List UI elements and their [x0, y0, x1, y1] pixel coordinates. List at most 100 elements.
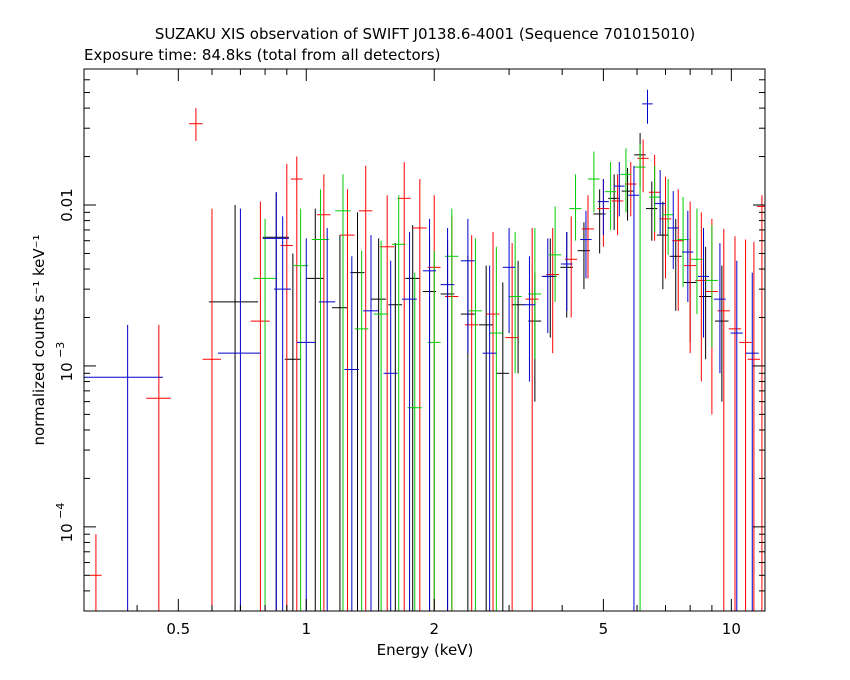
- data-point: [335, 174, 351, 611]
- data-point: [667, 191, 679, 270]
- data-point: [405, 225, 420, 611]
- data-point: [354, 250, 369, 611]
- x-tick-label: 1: [301, 620, 311, 638]
- x-tick-label: 2: [429, 620, 439, 638]
- data-point: [90, 534, 102, 611]
- series-3: [84, 89, 759, 611]
- y-tick-label-base: 10: [58, 523, 76, 542]
- data-point: [358, 165, 373, 611]
- data-point: [672, 189, 685, 311]
- data-point: [705, 225, 718, 348]
- data-point: [344, 256, 359, 611]
- data-point: [460, 218, 475, 354]
- x-tick-label: 5: [599, 620, 609, 638]
- data-point: [621, 167, 634, 221]
- x-tick-label: 10: [722, 620, 741, 638]
- data-point: [479, 265, 494, 611]
- data-point: [654, 170, 666, 236]
- data-point: [523, 256, 536, 382]
- y-tick-label-base: 10: [58, 362, 76, 381]
- data-point: [637, 139, 649, 193]
- y-tick-label-exponent: −3: [54, 342, 67, 358]
- data-point: [669, 218, 682, 311]
- data-point: [613, 162, 625, 217]
- data-point: [624, 162, 637, 217]
- data-point: [581, 195, 594, 279]
- data-point: [290, 156, 303, 611]
- data-point: [569, 174, 582, 241]
- data-point: [747, 241, 761, 611]
- data-point: [391, 195, 406, 611]
- y-tick-label: 10−4: [54, 503, 76, 543]
- data-point: [604, 162, 617, 230]
- data-point: [548, 206, 562, 302]
- data-point: [541, 238, 554, 334]
- data-point: [505, 243, 519, 611]
- data-point: [402, 231, 417, 611]
- data-point: [730, 260, 743, 611]
- data-point: [656, 201, 669, 290]
- data-point: [682, 210, 694, 302]
- data-point: [486, 231, 500, 611]
- data-point: [560, 231, 573, 311]
- data-point: [634, 143, 646, 611]
- data-point: [397, 162, 411, 611]
- data-point: [292, 208, 309, 611]
- series-layer: [84, 89, 765, 611]
- y-tick-label-exponent: −4: [54, 503, 67, 519]
- data-point: [646, 181, 658, 241]
- data-point: [697, 227, 709, 338]
- x-axis-label: Energy (keV): [377, 641, 474, 659]
- data-point: [525, 227, 539, 611]
- series-1: [90, 108, 765, 611]
- data-point: [508, 231, 522, 374]
- data-point: [146, 324, 171, 611]
- data-point: [444, 208, 459, 611]
- data-point: [274, 216, 291, 611]
- data-point: [717, 228, 730, 611]
- data-point: [208, 204, 259, 611]
- data-point: [608, 174, 620, 230]
- data-point: [482, 265, 497, 611]
- data-point: [714, 265, 729, 402]
- data-point: [597, 179, 609, 236]
- y-axis-label: normalized counts s⁻¹ keV⁻¹: [30, 234, 48, 445]
- data-point: [189, 108, 203, 141]
- data-point: [642, 89, 653, 124]
- data-point: [440, 227, 455, 611]
- data-point: [202, 208, 221, 611]
- data-point: [620, 148, 632, 213]
- data-point: [546, 227, 559, 354]
- data-point: [611, 174, 624, 236]
- data-point: [757, 195, 765, 611]
- y-tick-label-text: 0.01: [58, 188, 76, 221]
- data-point: [218, 208, 261, 611]
- data-point: [528, 227, 542, 360]
- data-point: [628, 165, 640, 611]
- data-point: [648, 165, 661, 232]
- plot-frame: [83, 68, 766, 612]
- data-point: [587, 151, 600, 213]
- data-point: [489, 246, 503, 611]
- series-2: [253, 143, 718, 611]
- x-tick-label: 0.5: [166, 620, 190, 638]
- data-point: [464, 235, 479, 611]
- data-point: [502, 227, 516, 334]
- data-point: [306, 208, 324, 611]
- data-point: [496, 282, 510, 611]
- data-point: [318, 227, 336, 611]
- chart-title: SUZAKU XIS observation of SWIFT J0138.6-…: [155, 25, 695, 43]
- y-tick-label: 10−3: [54, 342, 76, 382]
- data-point: [728, 236, 742, 611]
- data-point: [296, 238, 316, 611]
- data-point: [422, 218, 437, 611]
- data-point: [284, 253, 301, 611]
- data-point: [311, 189, 329, 611]
- data-point: [713, 243, 726, 374]
- data-point: [339, 189, 355, 611]
- data-point: [468, 238, 482, 611]
- data-point: [253, 218, 277, 611]
- data-point: [250, 201, 270, 611]
